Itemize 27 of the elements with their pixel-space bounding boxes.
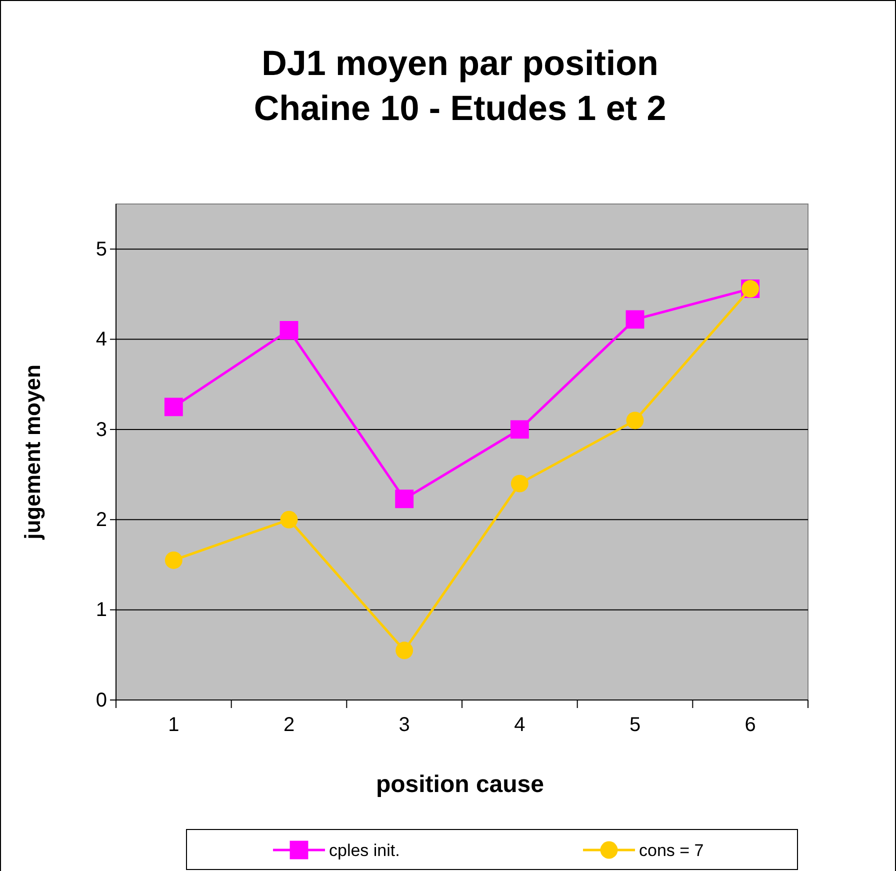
x-tick-label: 1 — [168, 714, 180, 736]
x-tick-label: 5 — [629, 714, 641, 736]
point — [395, 490, 414, 508]
point — [280, 321, 298, 340]
legend-label: cples init. — [329, 841, 400, 860]
point — [396, 642, 414, 660]
y-tick-label: 5 — [96, 238, 107, 260]
point — [510, 474, 528, 492]
y-tick-label: 4 — [96, 328, 107, 351]
point — [626, 412, 644, 430]
point — [164, 551, 182, 569]
x-tick-label: 4 — [514, 714, 526, 736]
legend-label: cons = 7 — [639, 841, 704, 860]
y-axis-title: jugement moyen — [20, 364, 45, 540]
chart-title: DJ1 moyen par position Chaine 10 - Etudes 1 et 2 — [254, 44, 666, 128]
point — [280, 510, 298, 528]
y-tick-label: 1 — [96, 599, 107, 622]
x-tick-label: 3 — [398, 714, 410, 736]
x-tick-label: 6 — [744, 714, 756, 736]
y-tick-label: 3 — [96, 418, 107, 441]
point — [164, 398, 183, 416]
point — [626, 310, 644, 329]
x-tick-label: 2 — [283, 714, 295, 736]
point — [510, 420, 529, 439]
x-axis-title: position cause — [376, 771, 544, 798]
y-tick-label: 2 — [96, 509, 107, 532]
y-tick-label: 0 — [96, 689, 107, 712]
